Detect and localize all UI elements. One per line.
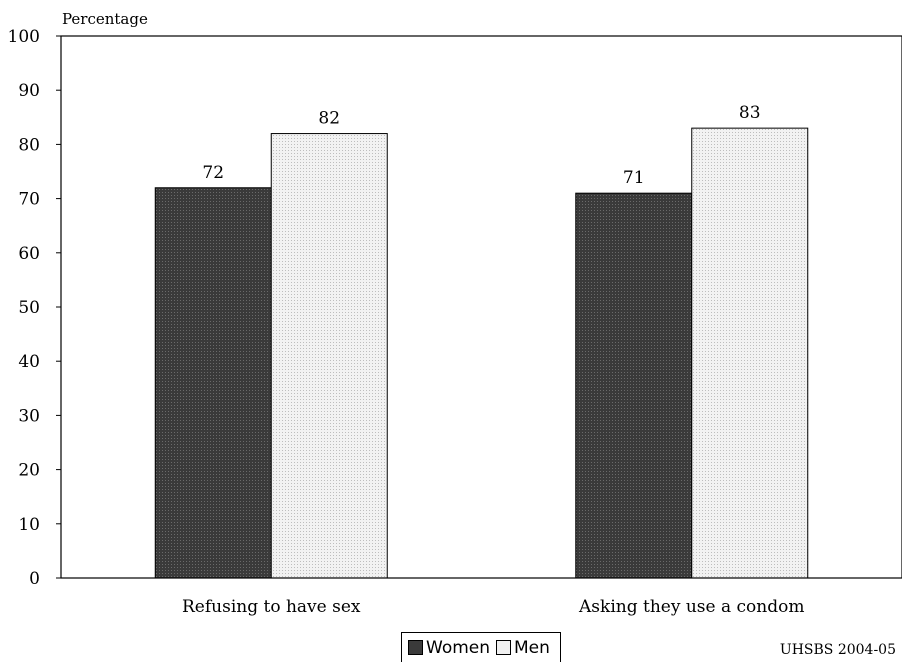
data-label: 82 [318, 109, 340, 129]
legend: Women Men [401, 632, 561, 662]
x-category-label: Asking they use a condom [578, 597, 804, 617]
y-tick-label: 100 [8, 27, 40, 47]
bar-women-1 [154, 187, 272, 579]
data-label: 71 [623, 168, 645, 188]
y-tick-label: 0 [29, 569, 40, 589]
y-tick-label: 60 [18, 244, 40, 264]
y-tick-label: 10 [18, 515, 40, 535]
data-label: 83 [739, 103, 761, 123]
legend-label-women: Women [426, 637, 491, 658]
plot-area-frame [60, 35, 902, 579]
x-category-label: Refusing to have sex [182, 597, 361, 617]
y-tick-label: 90 [18, 81, 40, 101]
bars-group: 72 82 71 83 [154, 103, 809, 579]
bar-women-2 [575, 192, 693, 579]
y-axis: 0 10 20 30 40 50 60 70 80 90 100 [8, 27, 61, 589]
y-tick-label: 30 [18, 406, 40, 426]
legend-label-men: Men [514, 637, 550, 658]
legend-item-women: Women [408, 638, 490, 658]
legend-swatch-men [496, 640, 512, 655]
y-tick-label: 80 [18, 135, 40, 155]
y-tick-label: 20 [18, 461, 40, 481]
y-tick-label: 50 [18, 298, 40, 318]
y-tick-label: 40 [18, 352, 40, 372]
y-tick-label: 70 [18, 190, 40, 210]
legend-item-men: Men [496, 638, 550, 658]
x-axis-labels: Refusing to have sex Asking they use a co… [182, 597, 804, 617]
bar-men-2 [691, 127, 809, 579]
y-axis-title: Percentage [62, 10, 148, 28]
source-note: UHSBS 2004-05 [779, 642, 896, 658]
bar-men-1 [270, 133, 388, 579]
legend-swatch-women [408, 640, 423, 655]
data-label: 72 [202, 163, 224, 183]
